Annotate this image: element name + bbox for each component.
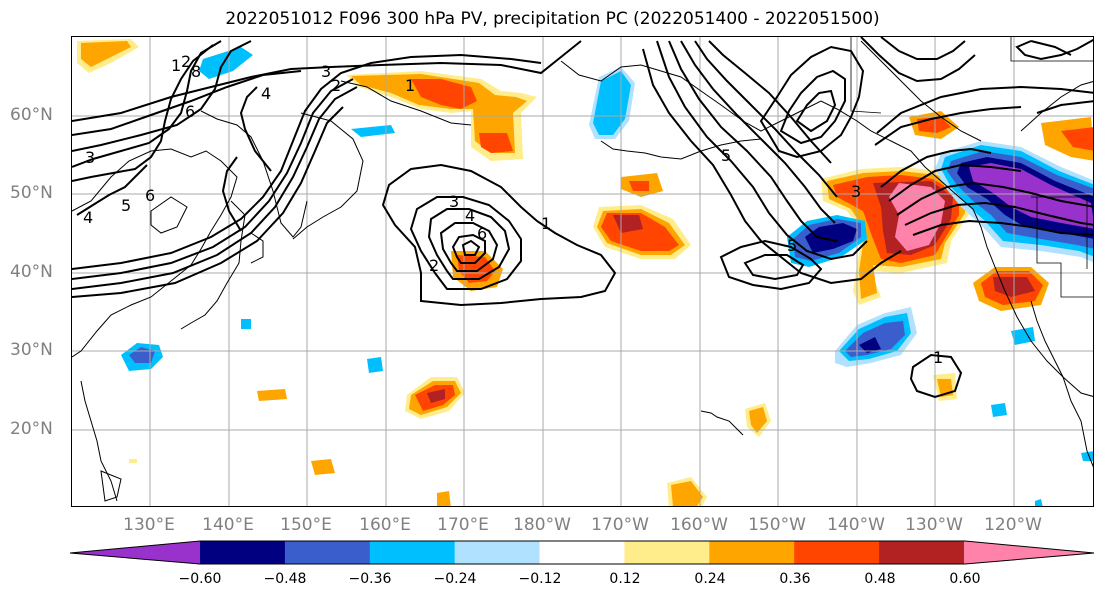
colorbar-segment (624, 541, 710, 564)
colorbar-segment (709, 541, 795, 564)
map-panel: 1 2 8 6 4 3 2 3 4 5 6 3 4 6 1 2 1 5 3 5 … (71, 36, 1094, 507)
colorbar-segment (200, 541, 286, 564)
lat-label: 60°N (10, 105, 53, 125)
colorbar-tick-label: −0.48 (263, 571, 307, 587)
colorbar-segment (70, 541, 200, 564)
contour-label: 1 (541, 214, 551, 233)
lon-label: 130°W (905, 515, 963, 535)
contour-label: 2 (181, 52, 191, 71)
colorbar-tick-label: −0.36 (348, 571, 392, 587)
map-title: 2022051012 F096 300 hPa PV, precipitatio… (225, 9, 880, 29)
colorbar-tick-label: 0.24 (694, 571, 726, 587)
contour-label: 3 (851, 182, 861, 201)
colorbar-tick-label: −0.24 (433, 571, 477, 587)
political-boundaries (850, 37, 1093, 298)
contour-label: 5 (787, 236, 797, 255)
lon-label: 120°W (984, 515, 1042, 535)
map-graticule (72, 37, 1093, 506)
lon-label: 130°E (123, 515, 175, 535)
colorbar-tick-label: −0.60 (178, 571, 222, 587)
colorbar-segment (454, 541, 541, 564)
contour-label: 2 (331, 76, 341, 95)
contour-label: 1 (171, 56, 181, 75)
contour-label: 3 (85, 148, 95, 167)
contour-label: 4 (83, 208, 93, 227)
colorbar-tick-label: 0.36 (779, 571, 811, 587)
contour-label: 1 (933, 348, 943, 367)
lon-label: 170°E (437, 515, 489, 535)
lon-label: 160°W (670, 515, 728, 535)
colorbar-outline (70, 540, 1095, 565)
lon-label: 150°W (748, 515, 806, 535)
colorbar-segment (539, 541, 625, 564)
contour-label: 6 (185, 102, 195, 121)
contour-label: 2 (429, 256, 439, 275)
pv-contours (72, 37, 1093, 399)
lon-label: 150°E (280, 515, 332, 535)
contour-label: 1 (405, 76, 415, 95)
colorbar (70, 540, 1095, 565)
lat-label: 20°N (10, 419, 53, 439)
colorbar-tick-label: 0.60 (949, 571, 981, 587)
contour-label: 3 (449, 192, 459, 211)
contour-labels: 1 2 8 6 4 3 2 3 4 5 6 3 4 6 1 2 1 5 3 5 … (83, 52, 943, 367)
lon-label: 180°W (513, 515, 571, 535)
colorbar-tick-label: 0.12 (609, 571, 641, 587)
lon-label: 160°E (359, 515, 411, 535)
lat-label: 40°N (10, 262, 53, 282)
colorbar-tick-label: 0.48 (864, 571, 896, 587)
contour-label: 4 (261, 84, 271, 103)
contour-label: 3 (321, 62, 331, 81)
lat-label: 30°N (10, 340, 53, 360)
colorbar-segment (369, 541, 456, 564)
colorbar-segment (964, 541, 1094, 564)
colorbar-tick-label: −0.12 (518, 571, 562, 587)
lon-label: 140°W (827, 515, 885, 535)
contour-label: 6 (145, 186, 155, 205)
lon-label: 170°W (591, 515, 649, 535)
map-canvas: 1 2 8 6 4 3 2 3 4 5 6 3 4 6 1 2 1 5 3 5 … (72, 37, 1093, 506)
contour-label: 5 (121, 196, 131, 215)
lat-label: 50°N (10, 183, 53, 203)
contour-label: 4 (465, 206, 475, 225)
lon-label: 140°E (202, 515, 254, 535)
colorbar-segment (879, 541, 965, 564)
contour-label: 8 (191, 62, 201, 81)
colorbar-segment (284, 541, 371, 564)
colorbar-segment (794, 541, 880, 564)
contour-label: 5 (721, 146, 731, 165)
coastlines (72, 40, 1093, 502)
contour-label: 6 (477, 224, 487, 243)
